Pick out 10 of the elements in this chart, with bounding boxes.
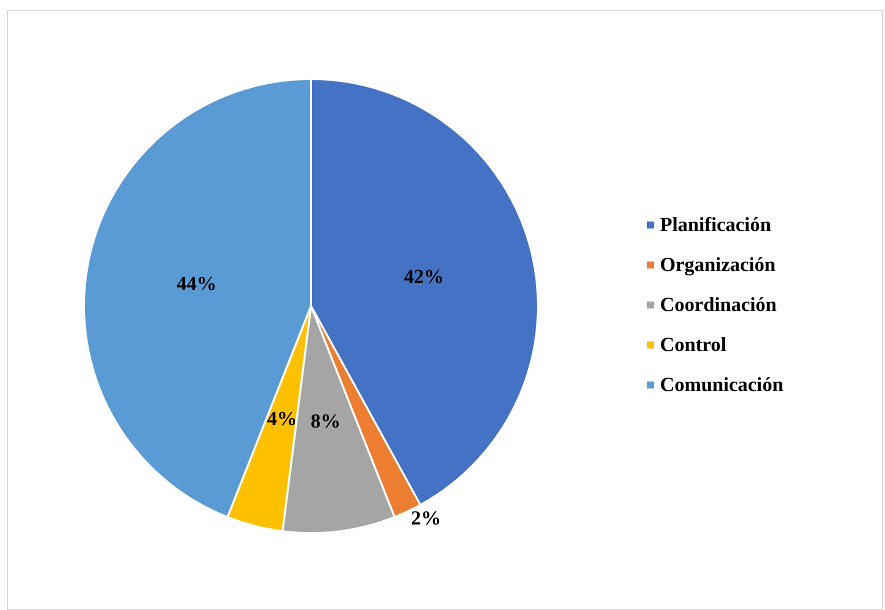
legend-label: Organización [660,254,776,276]
data-label: 8% [310,410,341,433]
legend-label: Coordinación [660,294,777,316]
data-label: 44% [176,273,217,296]
legend-label: Comunicación [660,374,784,396]
legend-label: Control [660,334,727,356]
data-label: 42% [404,266,444,288]
legend-label: Planificación [660,214,772,236]
data-label: 2% [411,508,442,530]
data-label: 4% [267,408,298,430]
